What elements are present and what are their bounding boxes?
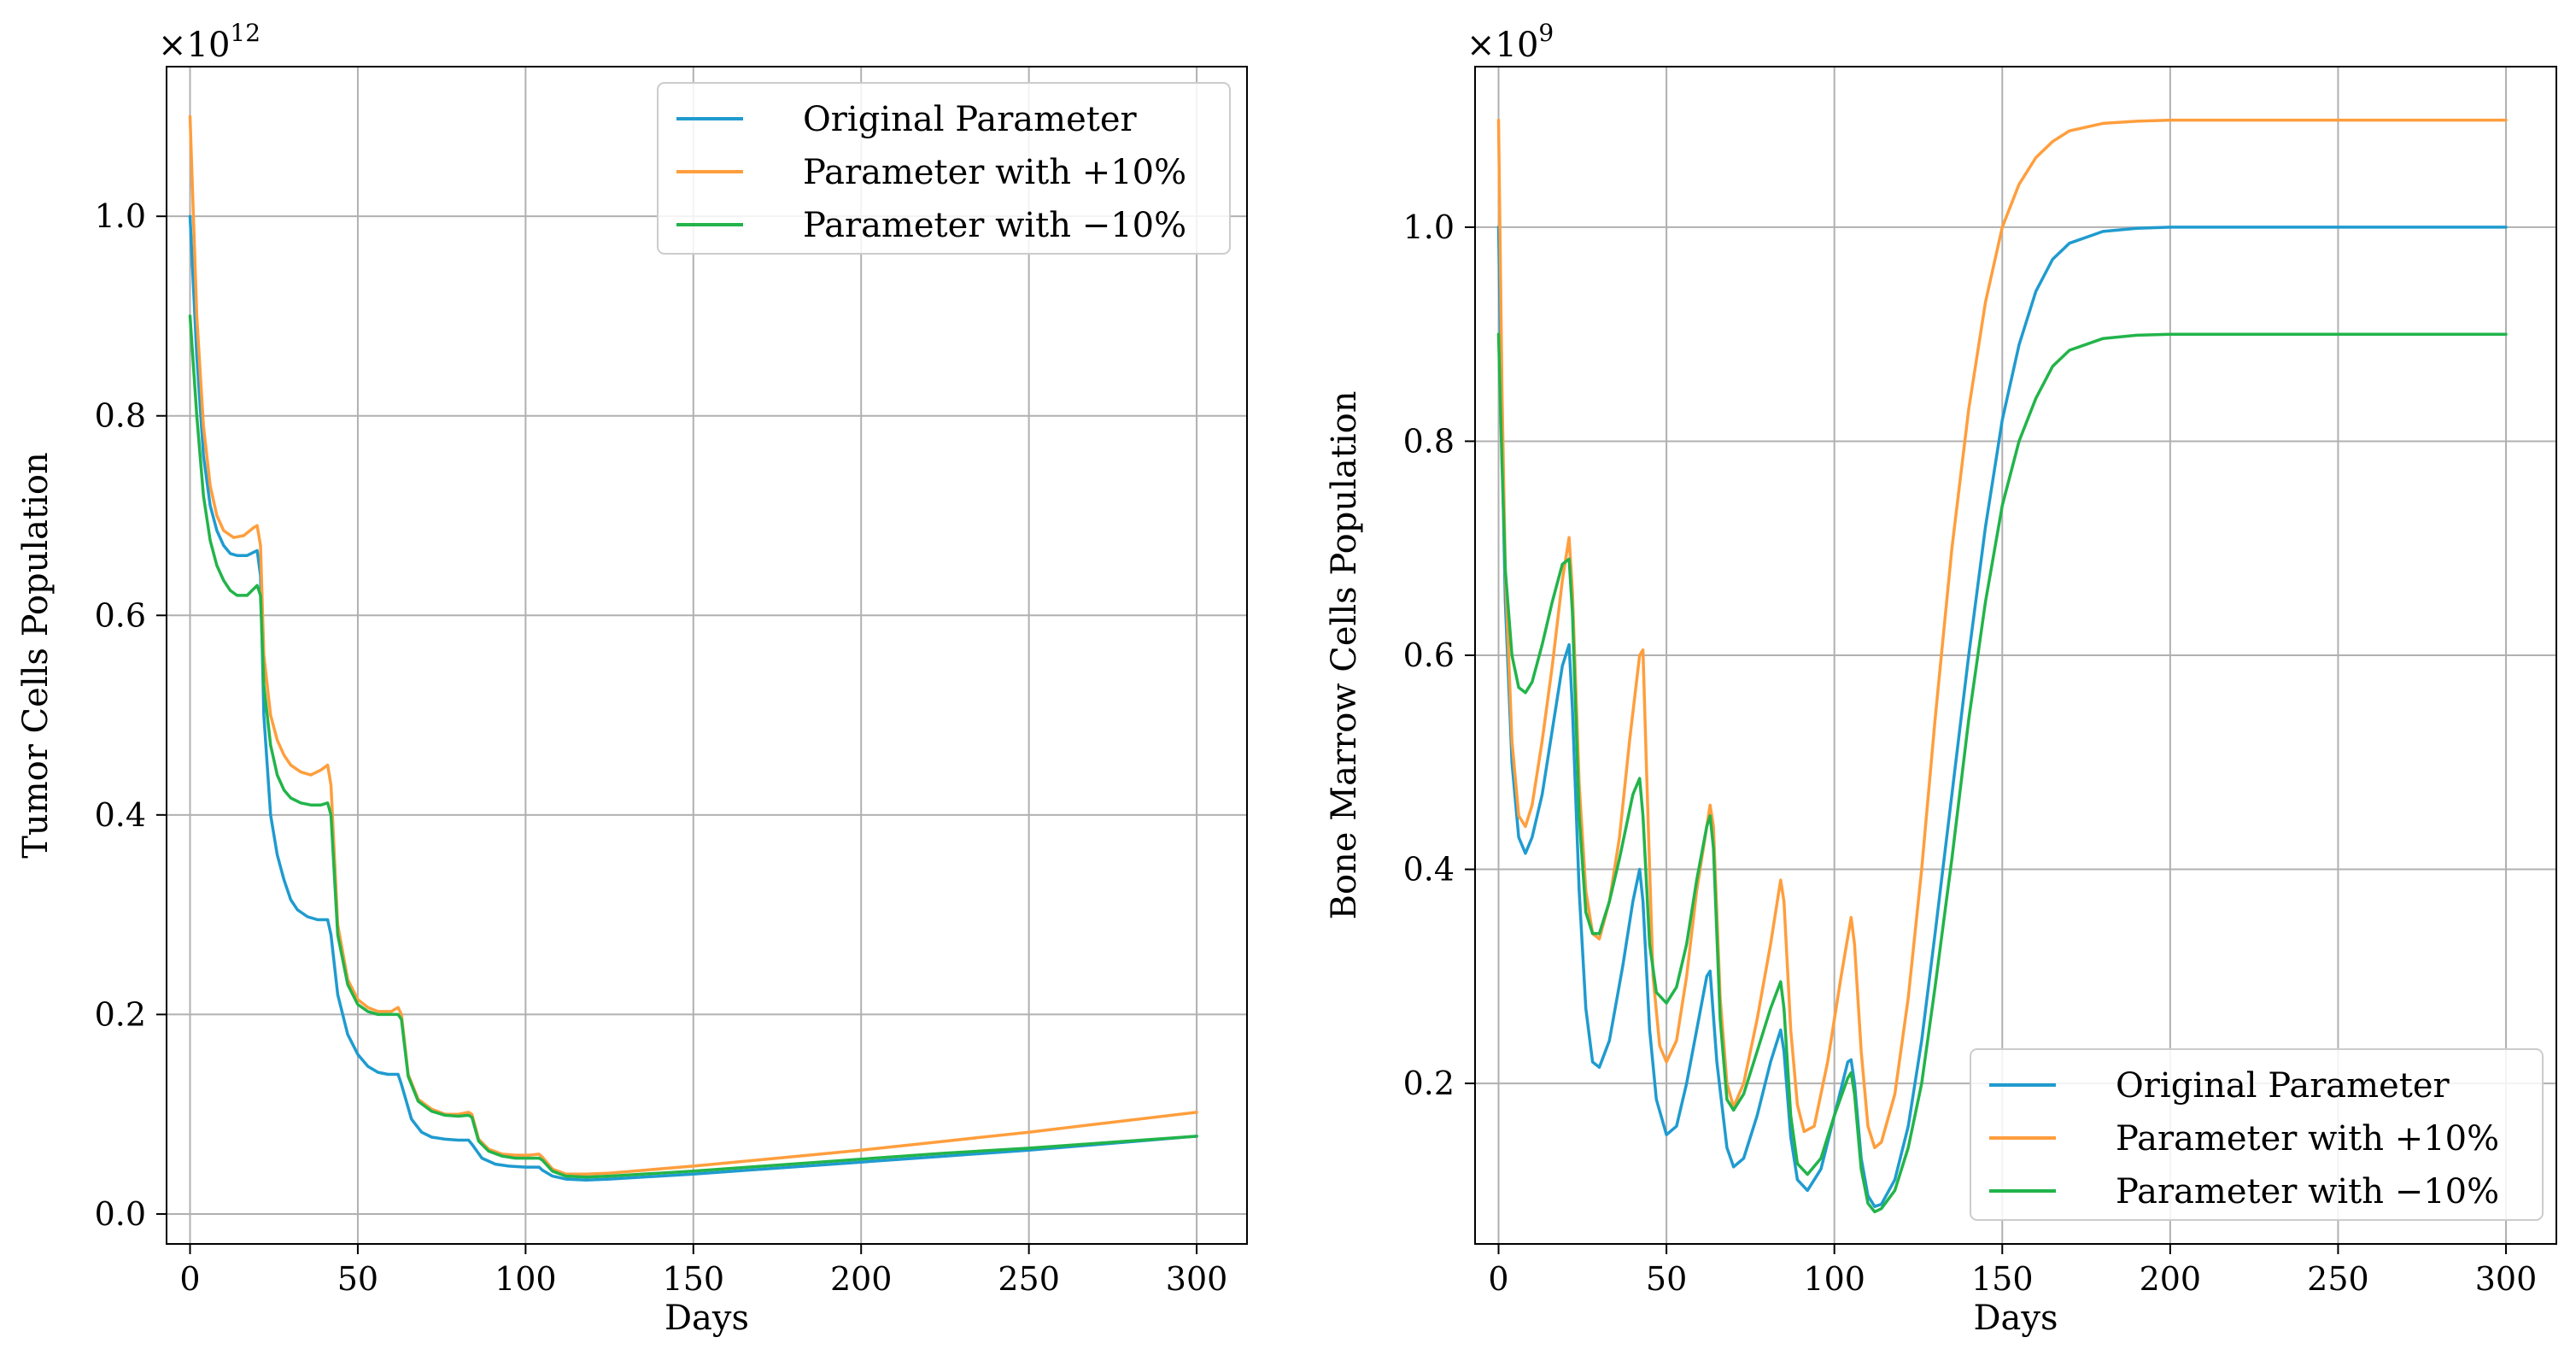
- y-axis-multiplier: ×1012: [158, 19, 261, 65]
- y-tick-label: 0.6: [95, 596, 146, 634]
- y-tick-label: 0.4: [1403, 851, 1455, 889]
- y-tick-label: 0.4: [95, 796, 146, 834]
- legend-label-original: Original Parameter: [803, 100, 1138, 139]
- legend-box: [657, 82, 1231, 255]
- x-tick-label: 250: [998, 1260, 1060, 1298]
- legend: Original Parameter Parameter with +10% Par…: [657, 82, 1231, 255]
- x-tick-label: 0: [1488, 1260, 1508, 1298]
- y-tick-label: 0.2: [95, 995, 146, 1033]
- x-tick-label: 300: [1166, 1260, 1228, 1298]
- axes-frame: [166, 66, 1248, 1245]
- y-axis-label: Bone Marrow Cells Population: [1325, 391, 1364, 920]
- legend-label-minus10: Parameter with −10%: [803, 206, 1186, 245]
- x-tick-label: 250: [2307, 1260, 2369, 1298]
- legend-box: [1970, 1048, 2544, 1221]
- y-tick-label: 0.8: [95, 397, 146, 435]
- series-line-original: [1496, 226, 2508, 1208]
- x-tick-label: 300: [2475, 1260, 2538, 1298]
- x-tick-label: 150: [663, 1260, 725, 1298]
- y-tick-label: 1.0: [95, 197, 146, 235]
- legend-label-plus10: Parameter with +10%: [803, 153, 1186, 192]
- legend-label-original: Original Parameter: [2116, 1066, 2450, 1106]
- x-axis-label: Days: [1973, 1299, 2058, 1338]
- series-line-minus10: [188, 314, 1198, 1179]
- series-line-original: [188, 214, 1198, 1182]
- y-tick-label: 0.6: [1403, 636, 1455, 674]
- y-tick-label: 1.0: [1403, 208, 1455, 246]
- y-axis-label: Tumor Cells Population: [16, 452, 56, 859]
- legend-label-minus10: Parameter with −10%: [2116, 1172, 2499, 1211]
- x-tick-label: 50: [1646, 1260, 1687, 1298]
- series-line-plus10: [188, 114, 1198, 1176]
- y-tick-label: 0.2: [1403, 1065, 1455, 1102]
- x-tick-label: 100: [1803, 1260, 1865, 1298]
- x-tick-label: 0: [179, 1260, 200, 1298]
- y-tick-label: 0.8: [1403, 422, 1455, 460]
- legend: Original Parameter Parameter with +10% Par…: [1970, 1048, 2544, 1221]
- legend-label-plus10: Parameter with +10%: [2116, 1119, 2499, 1158]
- y-axis-multiplier: ×109: [1467, 19, 1554, 65]
- x-tick-label: 200: [2140, 1260, 2202, 1298]
- x-tick-label: 100: [495, 1260, 557, 1298]
- x-tick-label: 50: [337, 1260, 378, 1298]
- x-tick-label: 200: [830, 1260, 893, 1298]
- chart-panel-2: 0 50 100 150 200 250 300 0.2 0.4 0.6 0.8 1.0 Days Bon…: [1325, 19, 2557, 1338]
- y-tick-label: 0.0: [95, 1195, 146, 1233]
- chart-panel-1: 0 50 100 150 200 250 300 0.0 0.2 0.4 0.6 0.8 1.0 Days…: [16, 19, 1248, 1338]
- series-line-minus10: [1496, 332, 2508, 1214]
- x-tick-label: 150: [1971, 1260, 2034, 1298]
- x-axis-label: Days: [664, 1299, 749, 1338]
